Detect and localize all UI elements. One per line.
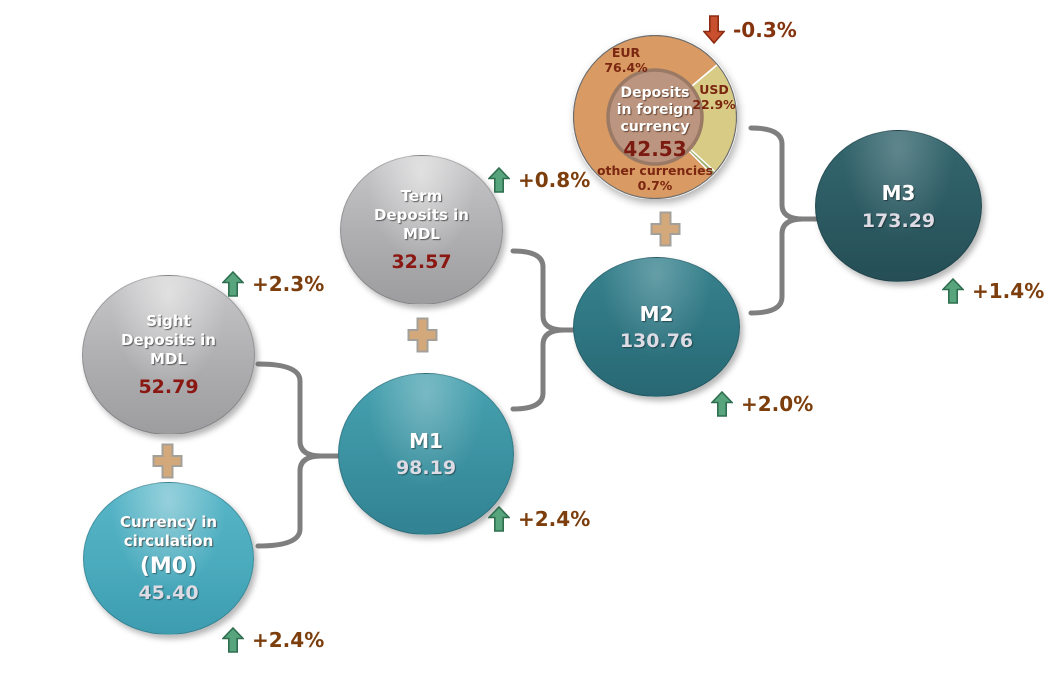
node-m2: M2 130.76: [573, 257, 740, 397]
pie-center-label: Deposits in foreign currency: [616, 85, 694, 135]
up-arrow-icon: [222, 271, 244, 297]
node-label: Term Deposits in MDL: [374, 187, 469, 243]
up-arrow-icon: [942, 278, 964, 304]
change-term: +0.8%: [488, 167, 590, 193]
slice-name: EUR: [611, 45, 641, 60]
node-code: (M0): [139, 554, 198, 580]
node-label: M2: [639, 302, 674, 326]
node-value: 98.19: [395, 457, 457, 479]
pie-center-value: 42.53: [623, 137, 687, 162]
change-m2: +2.0%: [711, 391, 813, 417]
change-m3: +1.4%: [942, 278, 1044, 304]
node-term-deposits: Term Deposits in MDL 32.57: [340, 155, 503, 305]
pie-center-text: Deposits in foreign currency 42.53: [596, 85, 714, 161]
node-value: 52.79: [138, 375, 199, 398]
change-sight: +2.3%: [222, 271, 324, 297]
change-m0: +2.4%: [222, 627, 324, 653]
slice-name: USD: [699, 82, 729, 97]
node-label: Sight Deposits in MDL: [121, 312, 216, 368]
up-arrow-icon: [488, 506, 510, 532]
slice-pct: 0.7%: [637, 178, 673, 193]
slice-name: other currencies: [596, 163, 714, 178]
node-value: 173.29: [861, 209, 936, 232]
node-currency-in-circulation-m0: Currency in circulation (M0) 45.40: [83, 482, 254, 635]
brace-m0-sight-to-m1: [255, 361, 342, 549]
plus-icon: [152, 443, 183, 479]
brace-term-m1-to-m2: [510, 248, 578, 412]
down-arrow-icon: [703, 15, 725, 44]
change-fx: -0.3%: [703, 15, 797, 44]
node-sight-deposits: Sight Deposits in MDL 52.79: [82, 275, 255, 435]
node-label: M3: [881, 180, 916, 205]
up-arrow-icon: [222, 627, 244, 653]
pie-label-other: other currencies 0.7%: [592, 163, 718, 193]
node-value: 45.40: [138, 582, 199, 605]
change-value: +2.0%: [741, 392, 814, 416]
slice-pct: 76.4%: [604, 60, 648, 75]
up-arrow-icon: [488, 167, 510, 193]
node-value: 130.76: [619, 330, 694, 352]
change-value: +0.8%: [518, 168, 591, 192]
up-arrow-icon: [711, 391, 733, 417]
node-value: 32.57: [391, 250, 452, 273]
pie-label-usd: USD 22.9%: [686, 82, 742, 112]
change-value: -0.3%: [733, 17, 797, 42]
plus-icon: [650, 211, 681, 247]
node-label: Currency in circulation: [119, 512, 218, 550]
change-value: +1.4%: [972, 279, 1045, 303]
node-m3: M3 173.29: [815, 130, 982, 282]
plus-icon: [407, 317, 438, 353]
slice-pct: 22.9%: [692, 97, 736, 112]
pie-label-eur: EUR 76.4%: [583, 45, 669, 75]
change-value: +2.3%: [252, 272, 325, 296]
node-label: M1: [409, 429, 443, 453]
change-m1: +2.4%: [488, 506, 590, 532]
change-value: +2.4%: [518, 507, 591, 531]
node-m1: M1 98.19: [338, 373, 514, 535]
change-value: +2.4%: [252, 628, 325, 652]
brace-fx-m2-to-m3: [748, 125, 819, 316]
